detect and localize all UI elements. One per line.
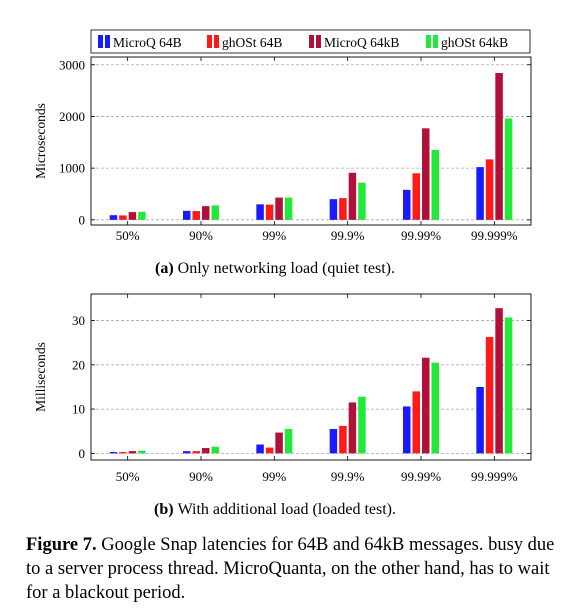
y-tick-label: 0 xyxy=(79,446,86,461)
legend-swatch xyxy=(214,35,219,48)
x-tick-label: 99% xyxy=(262,228,286,243)
bar xyxy=(128,451,137,454)
y-tick-label: 1000 xyxy=(59,161,85,176)
bar xyxy=(339,198,347,220)
bar xyxy=(192,211,200,220)
legend-label: ghOSt 64B xyxy=(222,35,282,50)
bar xyxy=(476,386,484,454)
bar xyxy=(119,215,127,220)
bar xyxy=(403,406,411,454)
x-tick-label: 99.999% xyxy=(471,469,518,484)
bar xyxy=(431,150,439,220)
bar xyxy=(348,172,357,220)
legend-swatch xyxy=(316,35,321,48)
bar xyxy=(431,362,439,454)
x-tick-label: 99.9% xyxy=(331,228,365,243)
bar xyxy=(211,205,219,220)
x-tick-label: 50% xyxy=(116,469,140,484)
bar xyxy=(329,199,338,220)
y-tick-label: 3000 xyxy=(59,57,85,72)
bar xyxy=(256,444,264,454)
y-tick-label: 2000 xyxy=(59,109,85,124)
bar xyxy=(183,210,191,220)
subfigure-caption-text: With additional load (loaded test). xyxy=(178,501,396,518)
figure-caption-label: Figure 7. xyxy=(26,535,97,555)
bar xyxy=(504,118,513,220)
bar xyxy=(192,451,200,454)
figure-svg: MicroQ 64B ghOSt 64B MicroQ 64kB ghOSt 64kB… xyxy=(33,29,532,518)
x-tick-label: 90% xyxy=(189,469,213,484)
bar xyxy=(412,391,420,454)
bar xyxy=(358,182,366,220)
y-tick-label: 0 xyxy=(79,212,86,227)
y-tick-label: 20 xyxy=(72,357,85,372)
bar xyxy=(119,452,127,454)
figure-caption-continuation: busy due to a server process thread. Mic… xyxy=(26,535,555,603)
subfigure-caption: (b) With additional load (loaded test). xyxy=(154,501,396,518)
bar xyxy=(422,357,430,454)
bar xyxy=(138,450,146,454)
legend-swatch xyxy=(309,35,314,48)
bar xyxy=(265,447,274,454)
x-tick-label: 99.99% xyxy=(401,228,441,243)
x-tick-label: 99% xyxy=(262,469,286,484)
x-tick-label: 99.99% xyxy=(401,469,441,484)
y-tick-label: 30 xyxy=(72,313,85,328)
bar xyxy=(265,204,274,220)
bar xyxy=(202,448,210,454)
subfigure-caption-label: (b) xyxy=(154,501,178,518)
bar xyxy=(128,212,137,220)
bar xyxy=(329,429,338,454)
subfigure-caption-label: (a) xyxy=(155,260,178,277)
bar xyxy=(476,167,484,220)
bar xyxy=(485,336,494,454)
bar xyxy=(358,396,366,454)
chart-quiet-test: 0 1000 2000 3000 Microseconds 50% 90% 99% 99.9% 9… xyxy=(33,56,532,277)
bar xyxy=(202,206,210,220)
y-axis-label: Microseconds xyxy=(33,103,48,179)
legend-swatch xyxy=(98,35,103,48)
x-tick-label: 99.9% xyxy=(331,469,365,484)
plot-frame xyxy=(90,56,532,226)
bar xyxy=(284,429,293,454)
bar xyxy=(403,189,411,220)
figure-caption-text: Google Snap latencies for 64B and 64kB m… xyxy=(101,535,484,555)
x-tick-label: 50% xyxy=(116,228,140,243)
bar xyxy=(138,211,146,220)
bar xyxy=(412,173,420,220)
legend: MicroQ 64B ghOSt 64B MicroQ 64kB ghOSt 64kB xyxy=(90,29,531,54)
x-tick-label: 90% xyxy=(189,228,213,243)
bar xyxy=(485,159,494,220)
plot-frame xyxy=(90,293,532,461)
legend-swatch xyxy=(433,35,438,48)
legend-swatch xyxy=(426,35,431,48)
bar xyxy=(275,432,283,454)
legend-swatch xyxy=(207,35,212,48)
bar xyxy=(109,215,118,220)
legend-label: MicroQ 64kB xyxy=(324,35,399,50)
subfigure-caption: (a) Only networking load (quiet test). xyxy=(155,260,395,277)
bar xyxy=(211,446,219,454)
bar xyxy=(275,197,283,220)
y-axis-label: Milliseconds xyxy=(33,342,48,412)
bar xyxy=(284,197,293,220)
bar xyxy=(256,204,264,220)
y-tick-label: 10 xyxy=(72,402,85,417)
bar xyxy=(495,73,503,220)
bar xyxy=(109,452,118,454)
bar xyxy=(183,451,191,454)
bar xyxy=(495,308,503,454)
legend-label: ghOSt 64kB xyxy=(441,35,508,50)
subfigure-caption-text: Only networking load (quiet test). xyxy=(178,260,395,277)
x-tick-label: 99.999% xyxy=(471,228,518,243)
bar xyxy=(348,402,357,454)
legend-swatch xyxy=(105,35,110,48)
bar xyxy=(504,317,513,454)
legend-label: MicroQ 64B xyxy=(113,35,182,50)
chart-loaded-test: 0 10 20 30 Milliseconds 50% 90% 99% 99.9% 99.99% 9… xyxy=(33,293,532,518)
bar xyxy=(339,425,347,454)
figure-caption: Figure 7. Google Snap latencies for 64B … xyxy=(26,533,566,605)
bar xyxy=(422,128,430,220)
